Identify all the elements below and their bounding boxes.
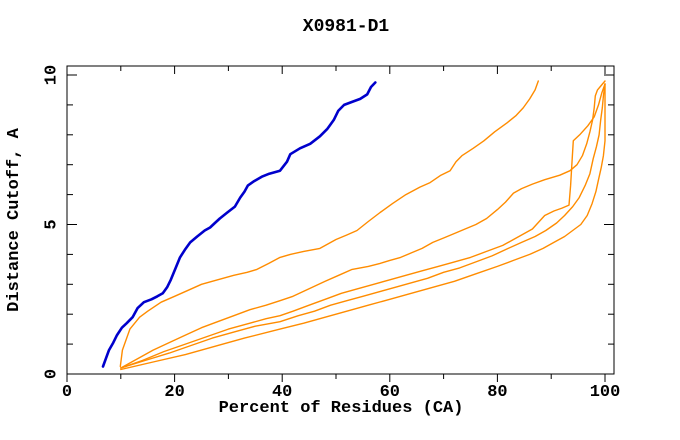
- axis-tick-labels: 0 20 40 60 80 100 0 5 10: [43, 65, 621, 402]
- y-tick-label: 10: [43, 65, 62, 85]
- plot-title: X0981-D1: [303, 17, 390, 37]
- curve-model-6-orange: [120, 83, 606, 371]
- x-tick-label: 80: [487, 383, 507, 402]
- x-tick-label: 100: [590, 383, 621, 402]
- curve-highlighted-model-blue: [101, 81, 377, 368]
- curve-model-5-orange: [120, 83, 606, 369]
- x-tick-label: 40: [272, 383, 292, 402]
- curve-model-3-orange: [120, 80, 606, 369]
- y-tick-label: 0: [43, 369, 62, 379]
- x-axis-label: Percent of Residues (CA): [219, 399, 464, 418]
- x-tick-label: 60: [380, 383, 400, 402]
- axis-ticks: [66, 66, 614, 382]
- y-axis-label: Distance Cutoff, A: [5, 127, 24, 311]
- y-tick-label: 5: [43, 219, 62, 229]
- x-tick-label: 0: [62, 383, 72, 402]
- curve-model-2-orange: [119, 80, 539, 368]
- model-curves: [101, 80, 606, 371]
- curve-model-4-orange: [120, 83, 606, 369]
- plot-border: [66, 65, 615, 375]
- x-tick-label: 20: [164, 383, 184, 402]
- plot-frame: [66, 65, 615, 375]
